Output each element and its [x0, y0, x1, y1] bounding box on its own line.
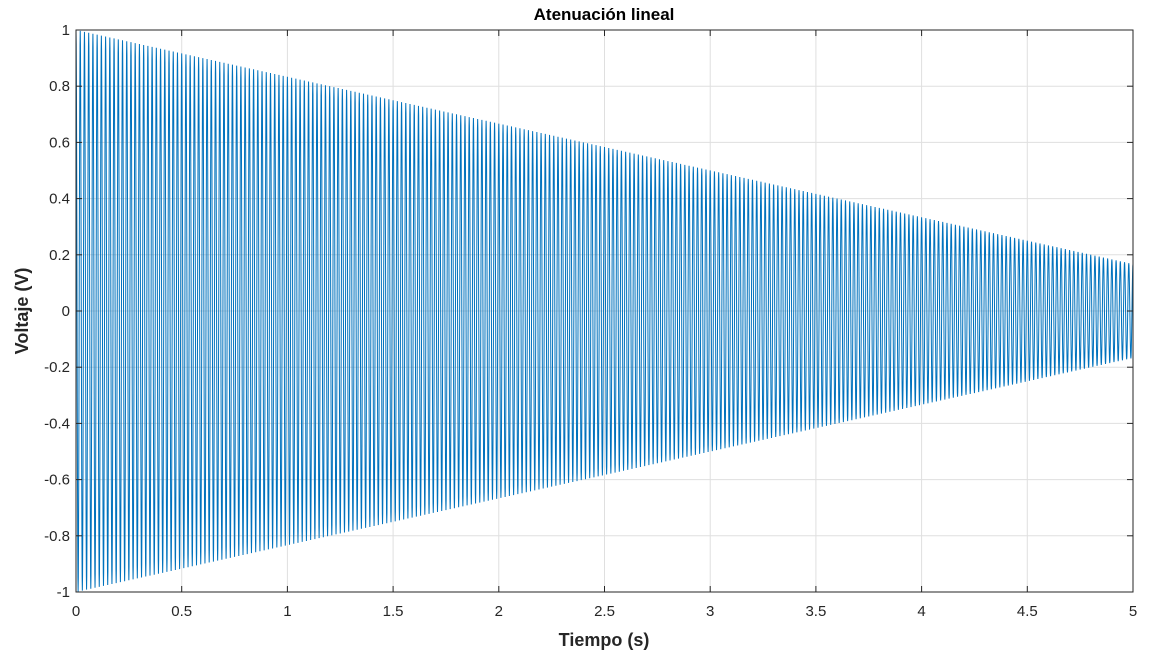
y-tick-label: -1 [57, 584, 70, 601]
x-axis-label: Tiempo (s) [559, 630, 650, 650]
x-tick-label: 1.5 [383, 603, 404, 620]
y-tick-label: -0.4 [44, 415, 70, 432]
x-tick-label: 1 [283, 603, 291, 620]
x-axis-ticks: 0 0.5 1 1.5 2 2.5 3 3.5 4 4.5 5 [72, 30, 1137, 620]
x-tick-label: 0 [72, 603, 80, 620]
series-line [76, 30, 1133, 592]
x-tick-label: 4 [917, 603, 925, 620]
x-tick-label: 3.5 [805, 603, 826, 620]
y-tick-label: 1 [62, 22, 70, 39]
y-tick-label: -0.6 [44, 472, 70, 489]
y-tick-label: 0.8 [49, 78, 70, 95]
x-tick-label: 2 [495, 603, 503, 620]
x-tick-label: 4.5 [1017, 603, 1038, 620]
y-tick-label: 0.6 [49, 134, 70, 151]
y-axis-ticks: -1 -0.8 -0.6 -0.4 -0.2 0 0.2 0.4 0.6 0.8 1 [44, 22, 1133, 601]
x-tick-label: 3 [706, 603, 714, 620]
x-tick-label: 0.5 [171, 603, 192, 620]
y-axis-label: Voltaje (V) [12, 268, 32, 355]
y-tick-label: 0 [62, 303, 70, 320]
x-tick-label: 5 [1129, 603, 1137, 620]
y-tick-label: 0.4 [49, 191, 70, 208]
x-tick-label: 2.5 [594, 603, 615, 620]
y-tick-label: -0.8 [44, 528, 70, 545]
y-tick-label: 0.2 [49, 247, 70, 264]
y-tick-label: -0.2 [44, 359, 70, 376]
plot-area [76, 30, 1133, 592]
chart-title: Atenuación lineal [534, 5, 675, 24]
